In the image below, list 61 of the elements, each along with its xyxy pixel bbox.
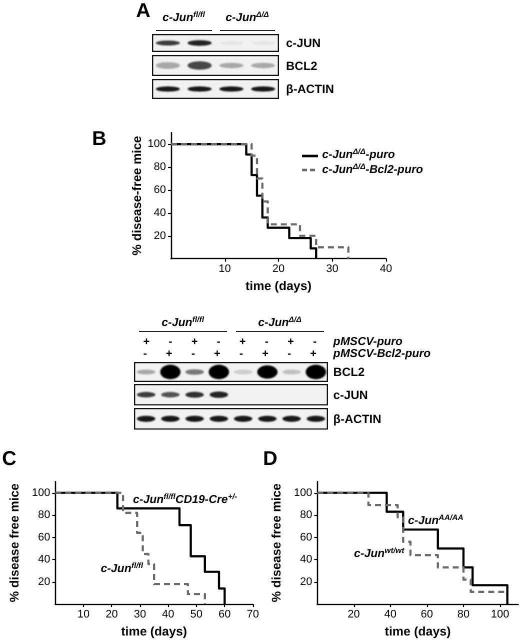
y-tick-label: 20 — [154, 230, 166, 242]
category-label: c-Jun$^{Δ/Δ}$ — [258, 315, 302, 330]
x-tick-label: 30 — [134, 608, 146, 621]
legend-label: c-Jun$^{Δ/Δ}$-Bcl2-puro — [322, 162, 423, 177]
x-tick-label: 60 — [218, 608, 231, 621]
category-label: c-JUN — [286, 36, 321, 50]
x-tick-label: 10 — [218, 263, 231, 276]
text: + - + - + - + - — [143, 334, 317, 349]
text: - + - + - + - + — [143, 347, 317, 361]
category-label: c-Jun$^{fl/fl}$ — [162, 315, 204, 330]
y-tick-label: 80 — [38, 509, 50, 522]
y-tick-label: 20 — [38, 576, 50, 588]
y-tick-label: 40 — [154, 206, 166, 219]
series-label: c-Jun$^{AA/AA}$ — [408, 513, 464, 528]
category-label: β-ACTIN — [333, 412, 382, 426]
series-label: c-Jun$^{fl/fl}$CD19-Cre$^{+/-}$ — [133, 492, 238, 507]
legend-label: c-Jun$^{Δ/Δ}$-puro — [322, 147, 395, 162]
x-tick-label: 10 — [77, 608, 90, 621]
category-label: c-Jun$^{fl/fl}$ — [162, 10, 205, 25]
y-tick-label: 60 — [300, 531, 312, 544]
series-label: c-Jun$^{fl/fl}$ — [100, 561, 144, 576]
x-tick-label: 60 — [420, 608, 434, 621]
text: A — [136, 0, 150, 22]
x-tick-label: 50 — [190, 608, 203, 621]
y-axis-title: % disease free mice — [8, 483, 22, 602]
x-tick-label: 30 — [326, 263, 338, 276]
y-tick-label: 40 — [300, 554, 312, 566]
category-label: c-JUN — [333, 388, 368, 402]
chart-title: B — [92, 128, 106, 150]
category-label: β-ACTIN — [286, 82, 334, 96]
y-tick-label: 100 — [148, 138, 166, 150]
x-axis-title: time (days) — [384, 624, 451, 638]
y-tick-label: 60 — [154, 184, 166, 196]
x-axis-title: time (days) — [246, 279, 312, 294]
chart-title: C — [2, 448, 16, 470]
x-tick-label: 40 — [380, 263, 392, 276]
category-label: BCL2 — [286, 58, 318, 72]
y-tick-label: 20 — [300, 576, 312, 588]
x-tick-label: 20 — [106, 608, 118, 621]
series-label: c-Jun$^{wt/wt}$ — [354, 546, 404, 561]
y-axis-title: % disease free mice — [270, 483, 284, 602]
x-axis-title: time (days) — [121, 624, 188, 638]
x-tick-label: 20 — [272, 263, 285, 276]
x-tick-label: 70 — [246, 608, 260, 621]
x-tick-label: 40 — [162, 608, 174, 621]
x-tick-label: 80 — [457, 608, 470, 621]
y-tick-label: 100 — [32, 486, 50, 499]
x-tick-label: 100 — [490, 608, 510, 621]
x-tick-label: 40 — [384, 608, 396, 621]
category-label: BCL2 — [333, 364, 365, 379]
y-tick-label: 80 — [154, 161, 166, 174]
x-tick-label: 20 — [348, 608, 360, 621]
y-axis-title: % disease-free mice — [130, 136, 144, 256]
y-tick-label: 40 — [38, 554, 50, 566]
category-label: c-Jun$^{Δ/Δ}$ — [226, 10, 269, 25]
text: pMSCV-puro — [333, 334, 402, 348]
chart-title: D — [263, 448, 278, 470]
y-tick-label: 80 — [300, 509, 312, 522]
text: pMSCV-Bcl2-puro — [333, 348, 431, 361]
y-tick-label: 100 — [294, 486, 312, 499]
y-tick-label: 60 — [38, 531, 50, 544]
